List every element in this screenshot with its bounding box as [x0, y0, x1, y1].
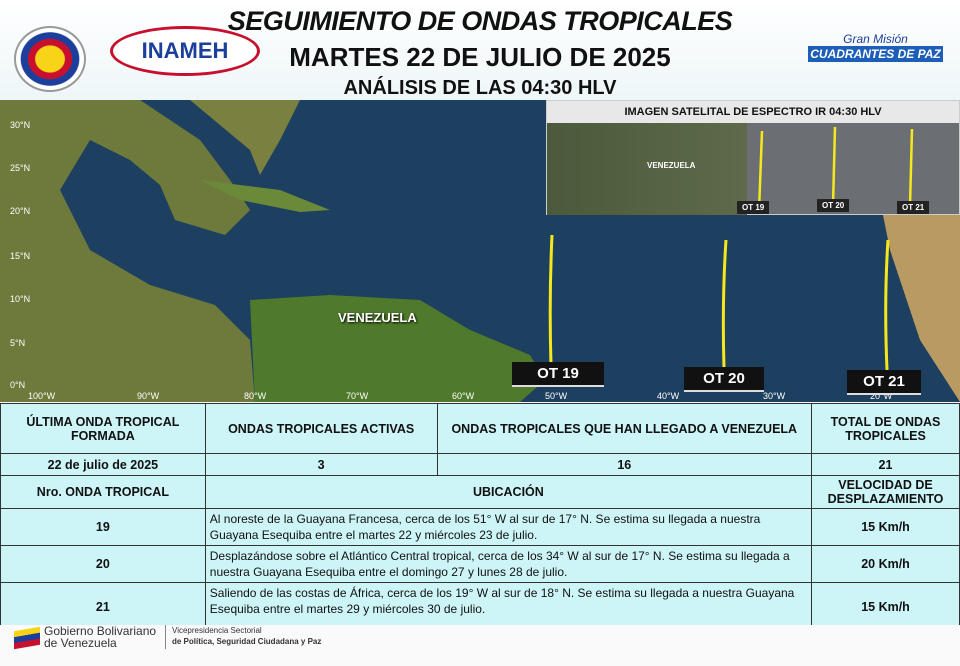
wave-location: Desplazándose sobre el Atlántico Central…: [204, 545, 813, 583]
lon-label: 50°W: [545, 391, 568, 401]
lon-label: 60°W: [452, 391, 475, 401]
wave-speed: 20 Km/h: [811, 545, 960, 583]
tropical-waves-map: 30°N 25°N 20°N 15°N 10°N 5°N 0°N 100°W 9…: [0, 100, 960, 402]
lat-label: 30°N: [10, 120, 31, 130]
sat-wave-label: OT 21: [897, 201, 930, 214]
sat-wave-label: OT 20: [817, 199, 850, 212]
country-label: VENEZUELA: [338, 310, 417, 325]
wave-lines: [548, 234, 890, 371]
lat-label: 15°N: [10, 251, 31, 261]
venezuela-flag-icon: [14, 626, 40, 650]
wave-line-ot19: [548, 234, 554, 366]
wave-label-ot19: OT 19: [512, 362, 604, 387]
satellite-inset: IMAGEN SATELITAL DE ESPECTRO IR 04:30 HL…: [546, 100, 960, 215]
wave-label-ot20: OT 20: [684, 367, 764, 392]
total-waves-count: 21: [811, 453, 960, 476]
wave-number: 20: [0, 545, 206, 583]
arrived-waves-count: 16: [436, 453, 813, 476]
wave-location: Al noreste de la Guayana Francesa, cerca…: [204, 508, 813, 546]
inameh-logo: INAMEH: [110, 26, 260, 76]
lon-label: 100°W: [28, 391, 56, 401]
lat-label: 25°N: [10, 163, 31, 173]
satellite-country-label: VENEZUELA: [647, 161, 696, 170]
header-last-wave: ÚLTIMA ONDA TROPICAL FORMADA: [0, 403, 206, 454]
header: INAMEH SEGUIMIENTO DE ONDAS TROPICALES M…: [0, 0, 960, 100]
sat-wave-label: OT 19: [737, 201, 770, 214]
tropical-waves-table: ÚLTIMA ONDA TROPICAL FORMADA ONDAS TROPI…: [0, 403, 960, 631]
map-land: [0, 100, 960, 402]
gov-line1: Gobierno Bolivariano: [44, 624, 157, 638]
page-title: SEGUIMIENTO DE ONDAS TROPICALES: [227, 6, 733, 36]
lat-label: 5°N: [10, 338, 26, 348]
header-location: UBICACIÓN: [204, 475, 813, 509]
wave-number: 19: [0, 508, 206, 546]
lon-label: 90°W: [137, 391, 160, 401]
table-row: 21 Saliendo de las costas de África, cer…: [0, 582, 960, 631]
wave-speed: 15 Km/h: [811, 582, 960, 631]
header-speed: VELOCIDAD DE DESPLAZAMIENTO: [811, 475, 960, 509]
header-total-waves: TOTAL DE ONDAS TROPICALES: [811, 403, 960, 454]
vice-line1: Vicepresidencia Sectorial: [172, 626, 262, 635]
cuadrantes-de-paz-logo: Gran Misión CUADRANTES DE PAZ: [808, 32, 943, 72]
header-wave-number: Nro. ONDA TROPICAL: [0, 475, 206, 509]
analysis-time: ANÁLISIS DE LAS 04:30 HLV: [343, 77, 617, 99]
wave-line-ot21: [884, 239, 890, 371]
wave-label-ot21: OT 21: [847, 370, 921, 395]
table-row: 20 Desplazándose sobre el Atlántico Cent…: [0, 545, 960, 583]
table-row: 19 Al noreste de la Guayana Francesa, ce…: [0, 508, 960, 546]
wave-line-ot20: [721, 239, 728, 369]
active-waves-count: 3: [204, 453, 438, 476]
lat-label: 0°N: [10, 380, 26, 390]
page-date: MARTES 22 DE JULIO DE 2025: [289, 42, 671, 72]
satellite-title: IMAGEN SATELITAL DE ESPECTRO IR 04:30 HL…: [547, 101, 959, 123]
footer: Gobierno Bolivariano de Venezuela Vicepr…: [0, 625, 960, 666]
vice-line2: de Política, Seguridad Ciudadana y Paz: [172, 637, 322, 646]
gov-line2: de Venezuela: [44, 636, 117, 650]
lon-label: 40°W: [657, 391, 680, 401]
header-active-waves: ONDAS TROPICALES ACTIVAS: [204, 403, 438, 454]
venezuela-coat-of-arms-logo: [14, 26, 86, 92]
lon-label: 80°W: [244, 391, 267, 401]
wave-speed: 15 Km/h: [811, 508, 960, 546]
header-arrived-waves: ONDAS TROPICALES QUE HAN LLEGADO A VENEZ…: [436, 403, 813, 454]
lon-label: 30°W: [763, 391, 786, 401]
wave-location: Saliendo de las costas de África, cerca …: [204, 582, 813, 631]
lat-label: 20°N: [10, 206, 31, 216]
lon-label: 20°W: [870, 391, 893, 401]
last-wave-date: 22 de julio de 2025: [0, 453, 206, 476]
lon-label: 70°W: [346, 391, 369, 401]
lat-label: 10°N: [10, 294, 31, 304]
